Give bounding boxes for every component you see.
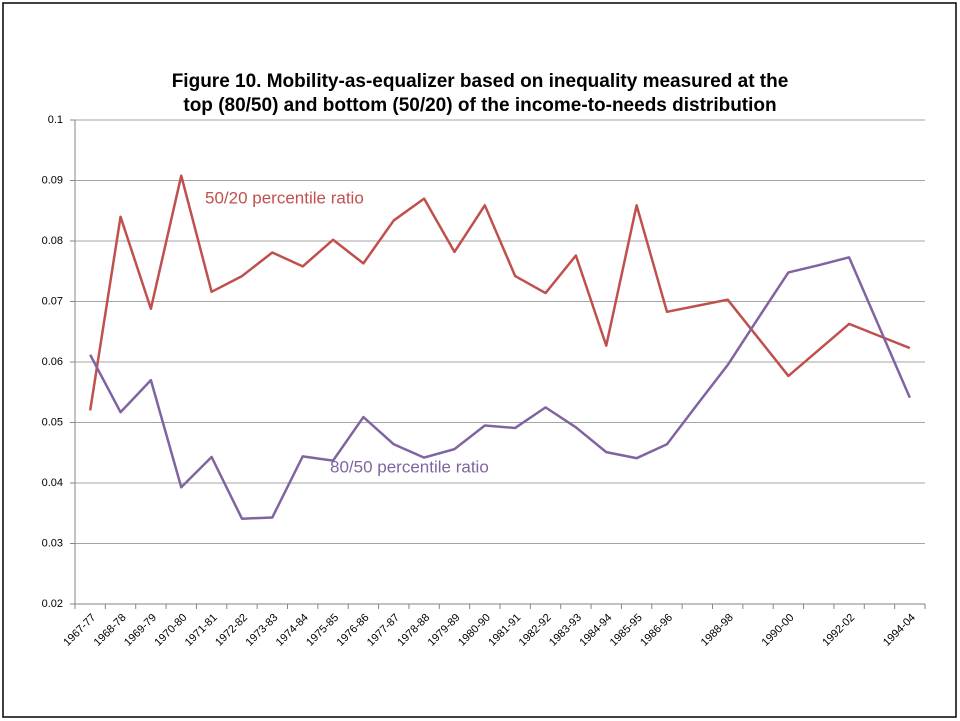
series-line [89,256,911,520]
y-tick-label: 0.08 [42,235,63,247]
y-tick-label: 0.05 [42,416,63,428]
y-tick-label: 0.07 [42,295,63,307]
y-tick-label: 0.03 [42,537,63,549]
y-tick-label: 0.09 [42,174,63,186]
chart-title: Figure 10. Mobility-as-equalizer based o… [172,71,789,92]
y-tick-label: 0.06 [42,356,63,368]
y-tick-label: 0.1 [48,114,63,126]
series-line [88,174,911,411]
y-tick-label: 0.04 [42,477,63,489]
y-tick-label: 0.02 [42,598,63,610]
series-label: 50/20 percentile ratio [205,188,364,207]
chart-title: top (80/50) and bottom (50/20) of the in… [183,95,776,116]
series-label: 80/50 percentile ratio [330,457,489,476]
